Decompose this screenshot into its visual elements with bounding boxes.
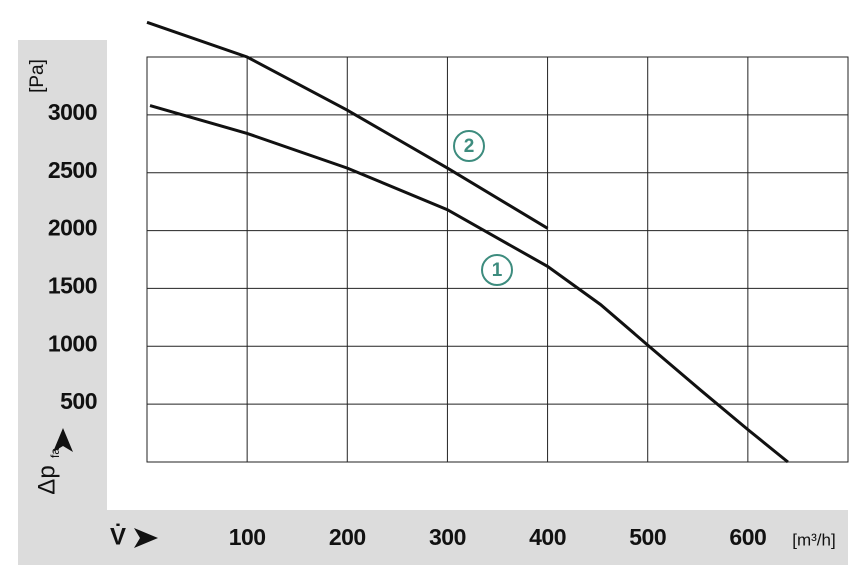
y-tick-label: 500 (60, 388, 97, 414)
curve-label-circle (453, 130, 485, 162)
x-label: V̇ (110, 523, 126, 550)
y-tick-label: 1500 (48, 273, 97, 299)
x-axis-band (107, 510, 848, 565)
x-tick-label: 600 (729, 524, 766, 550)
curve (149, 104, 789, 464)
x-tick-label: 400 (529, 524, 566, 550)
y-arrow (53, 428, 73, 452)
y-axis-band (18, 40, 107, 565)
y-tick-label: 2000 (48, 215, 97, 241)
y-tick-label: 3000 (48, 99, 97, 125)
curve-label: 1 (492, 260, 503, 281)
x-tick-label: 100 (229, 524, 266, 550)
y-label: Δp (33, 465, 60, 494)
y-label-sub: fa (48, 448, 62, 458)
plot-frame (146, 56, 849, 463)
y-label-group: Δp fa (33, 448, 62, 495)
curve-label: 2 (464, 136, 475, 157)
curve (146, 20, 549, 230)
x-tick-label: 300 (429, 524, 466, 550)
x-tick-label: 500 (629, 524, 666, 550)
y-unit: [Pa] (27, 59, 48, 93)
y-tick-label: 2500 (48, 157, 97, 183)
x-arrow (134, 528, 158, 548)
x-tick-label: 200 (329, 524, 366, 550)
x-unit: [m³/h] (792, 530, 835, 549)
y-tick-label: 1000 (48, 330, 97, 356)
curve-label-circle (481, 254, 513, 286)
